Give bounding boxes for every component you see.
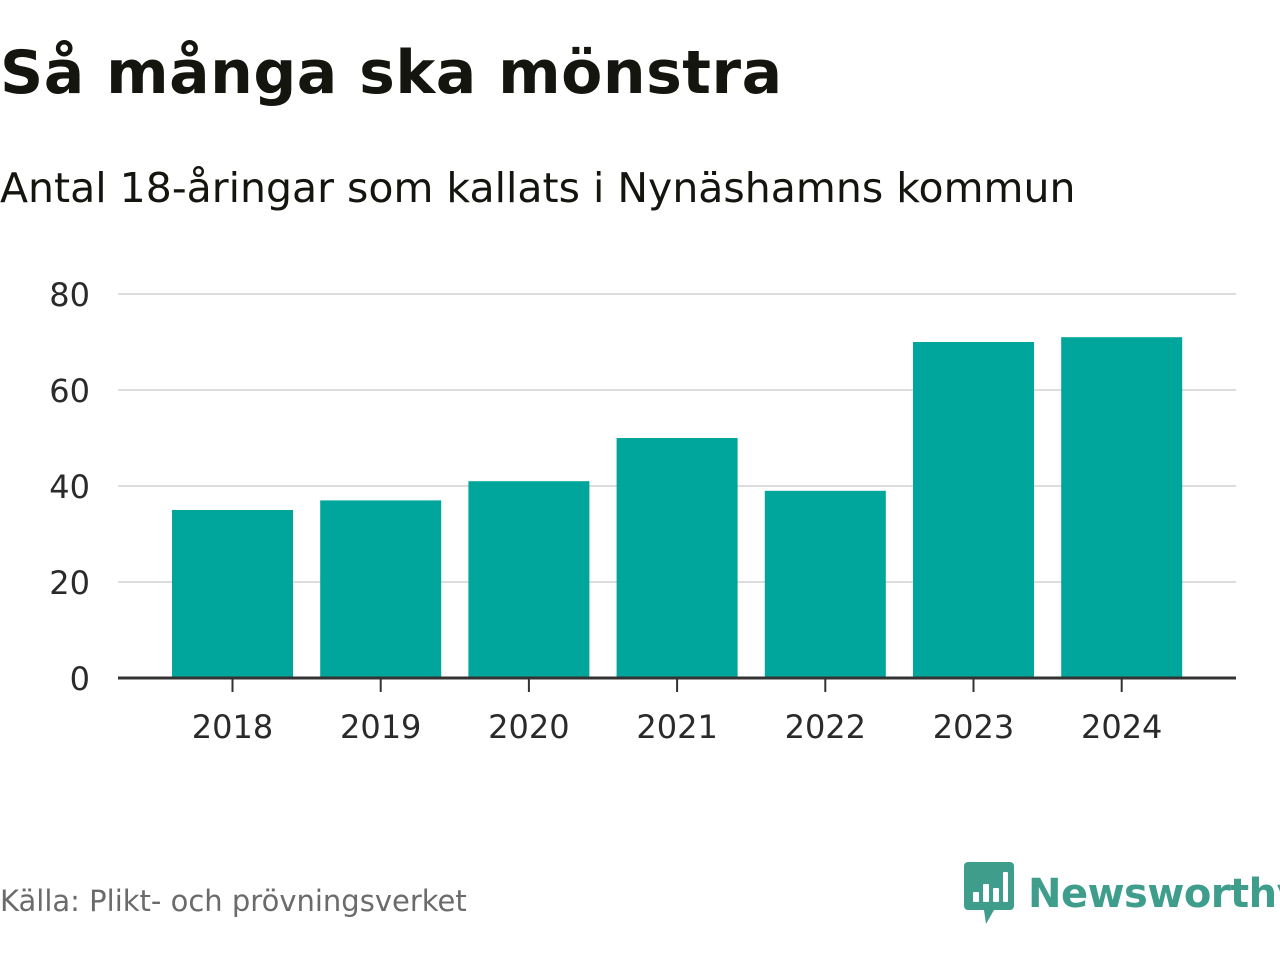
x-tick-label: 2023 — [933, 708, 1014, 746]
chart-subtitle: Antal 18-åringar som kallats i Nynäshamn… — [0, 164, 1076, 212]
logo-bar-4 — [1003, 872, 1008, 902]
bar-2023 — [913, 342, 1034, 678]
x-tick-label: 2021 — [636, 708, 717, 746]
y-axis-ticks: 0 20 40 60 80 — [49, 276, 90, 698]
bar-2020 — [468, 481, 590, 678]
logo-bar-2 — [983, 884, 989, 902]
newsworthy-logo-icon — [964, 862, 1014, 924]
y-tick-label: 0 — [70, 660, 90, 698]
bar-2021 — [616, 438, 738, 678]
x-tick-label: 2018 — [192, 708, 273, 746]
x-tick-label: 2022 — [785, 708, 866, 746]
x-tick-label: 2019 — [340, 708, 421, 746]
logo-bar-1 — [973, 892, 979, 902]
x-tick-label: 2024 — [1081, 708, 1162, 746]
y-tick-label: 20 — [49, 564, 90, 602]
bar-chart: 0 20 40 60 80 2018 2019 2020 2021 2022 2023 2024 — [49, 276, 1236, 746]
x-tick-label: 2020 — [488, 708, 569, 746]
y-tick-label: 80 — [49, 276, 90, 314]
source-note: Källa: Plikt- och prövningsverket — [0, 884, 467, 918]
brand-name: Newsworthy — [1028, 871, 1280, 917]
x-axis-ticks: 2018 2019 2020 2021 2022 2023 2024 — [192, 678, 1162, 746]
bar-2019 — [320, 500, 442, 678]
y-tick-label: 60 — [49, 372, 90, 410]
bar-2022 — [764, 490, 886, 678]
y-tick-label: 40 — [49, 468, 90, 506]
bar-2024 — [1061, 337, 1183, 678]
bars — [172, 337, 1183, 678]
chart-title: Så många ska mönstra — [0, 38, 783, 108]
bar-2018 — [172, 510, 293, 678]
brand-logo: Newsworthy — [964, 862, 1280, 926]
logo-bar-3 — [993, 888, 999, 902]
